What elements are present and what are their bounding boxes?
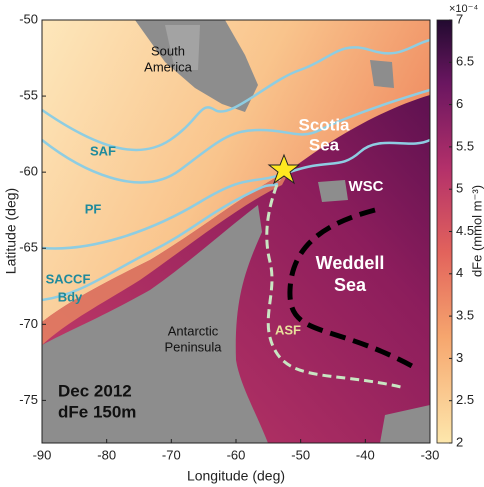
colorbar-tick-label: 2 xyxy=(456,434,463,449)
x-tick-label: -60 xyxy=(227,447,246,462)
colorbar-tick-label: 3 xyxy=(456,350,463,365)
colorbar-tick-label: 7 xyxy=(456,11,463,26)
x-tick-label: -80 xyxy=(97,447,116,462)
colorbar-tick-label: 6.5 xyxy=(456,54,474,69)
annotation: Bdy xyxy=(58,289,83,304)
colorbar-label: dFe (mmol m⁻³) xyxy=(469,185,484,277)
peninsula-land xyxy=(42,205,268,443)
y-tick-label: -70 xyxy=(19,316,38,331)
south-georgia-land xyxy=(370,60,394,88)
annotation: Dec 2012 xyxy=(58,381,132,400)
y-tick-label: -55 xyxy=(19,88,38,103)
orkney-land xyxy=(318,180,348,202)
annotation: America xyxy=(144,59,192,74)
acc-region xyxy=(42,20,430,322)
saf-front xyxy=(42,38,430,152)
y-tick-label: -65 xyxy=(19,240,38,255)
annotation: Antarctic xyxy=(168,323,219,338)
island-land xyxy=(165,25,200,70)
ice-shelf-land xyxy=(380,405,430,443)
colorbar-tick-label: 4.5 xyxy=(456,223,474,238)
star-marker xyxy=(267,153,301,185)
colorbar-multiplier: ×10⁻⁴ xyxy=(449,3,478,15)
y-axis-label: Latitude (deg) xyxy=(3,188,19,274)
bdy-front xyxy=(42,182,279,302)
annotation: WSC xyxy=(349,178,384,195)
colorbar-tick-label: 2.5 xyxy=(456,392,474,407)
colorbar-tick-label: 5.5 xyxy=(456,138,474,153)
x-tick-label: -40 xyxy=(356,447,375,462)
annotation: Peninsula xyxy=(164,339,222,354)
y-tick-label: -75 xyxy=(19,392,38,407)
annotation: PF xyxy=(85,201,102,216)
map-field: South America Scotia Sea SAF PF SACCF Bd… xyxy=(42,20,430,443)
x-tick-label: -90 xyxy=(33,447,52,462)
x-tick-label: -30 xyxy=(421,447,440,462)
annotation: Sea xyxy=(334,275,367,295)
annotation: Scotia xyxy=(298,115,350,134)
annotation: dFe 150m xyxy=(58,402,136,421)
annotation: Weddell xyxy=(316,253,385,273)
x-tick-label: -50 xyxy=(291,447,310,462)
colorbar-tick-label: 6 xyxy=(456,96,463,111)
y-tick-label: -50 xyxy=(19,11,38,26)
colorbar-tick-label: 5 xyxy=(456,181,463,196)
saccf-front xyxy=(42,138,430,250)
pf-front xyxy=(42,88,430,184)
annotation: ASF xyxy=(275,322,301,337)
colorbar-tick-label: 3.5 xyxy=(456,308,474,323)
annotation: SAF xyxy=(90,143,116,158)
annotation: SACCF xyxy=(46,271,91,286)
y-tick-label: -60 xyxy=(19,164,38,179)
annotation: Sea xyxy=(309,135,340,154)
annotation: South xyxy=(151,43,185,58)
weddell-gyre-boundary xyxy=(287,207,414,369)
colorbar-tick-label: 4 xyxy=(456,265,463,280)
shelf-band xyxy=(42,170,290,345)
x-tick-label: -70 xyxy=(162,447,181,462)
x-axis-label: Longitude (deg) xyxy=(187,468,285,484)
